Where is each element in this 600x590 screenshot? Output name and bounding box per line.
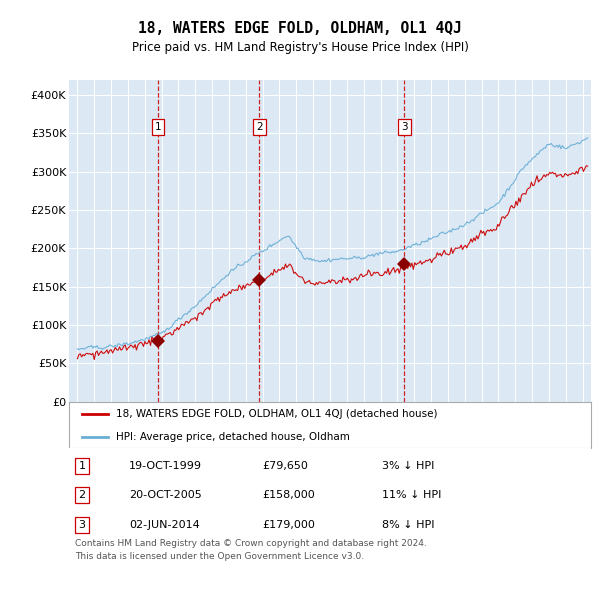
Text: 3% ↓ HPI: 3% ↓ HPI bbox=[382, 461, 434, 471]
Text: Contains HM Land Registry data © Crown copyright and database right 2024.
This d: Contains HM Land Registry data © Crown c… bbox=[75, 539, 427, 561]
Text: 1: 1 bbox=[155, 122, 161, 132]
Text: Price paid vs. HM Land Registry's House Price Index (HPI): Price paid vs. HM Land Registry's House … bbox=[131, 41, 469, 54]
Text: £179,000: £179,000 bbox=[262, 520, 315, 530]
Text: 3: 3 bbox=[79, 520, 86, 530]
Text: 19-OCT-1999: 19-OCT-1999 bbox=[129, 461, 202, 471]
Text: 3: 3 bbox=[401, 122, 408, 132]
Text: 2: 2 bbox=[79, 490, 86, 500]
Text: HPI: Average price, detached house, Oldham: HPI: Average price, detached house, Oldh… bbox=[116, 431, 350, 441]
Text: 8% ↓ HPI: 8% ↓ HPI bbox=[382, 520, 434, 530]
Text: £158,000: £158,000 bbox=[262, 490, 315, 500]
Text: 1: 1 bbox=[79, 461, 86, 471]
Text: 11% ↓ HPI: 11% ↓ HPI bbox=[382, 490, 442, 500]
Text: 2: 2 bbox=[256, 122, 263, 132]
Text: 20-OCT-2005: 20-OCT-2005 bbox=[129, 490, 202, 500]
Text: £79,650: £79,650 bbox=[262, 461, 308, 471]
Text: 18, WATERS EDGE FOLD, OLDHAM, OL1 4QJ: 18, WATERS EDGE FOLD, OLDHAM, OL1 4QJ bbox=[138, 21, 462, 35]
Text: 02-JUN-2014: 02-JUN-2014 bbox=[129, 520, 200, 530]
Text: 18, WATERS EDGE FOLD, OLDHAM, OL1 4QJ (detached house): 18, WATERS EDGE FOLD, OLDHAM, OL1 4QJ (d… bbox=[116, 409, 437, 419]
